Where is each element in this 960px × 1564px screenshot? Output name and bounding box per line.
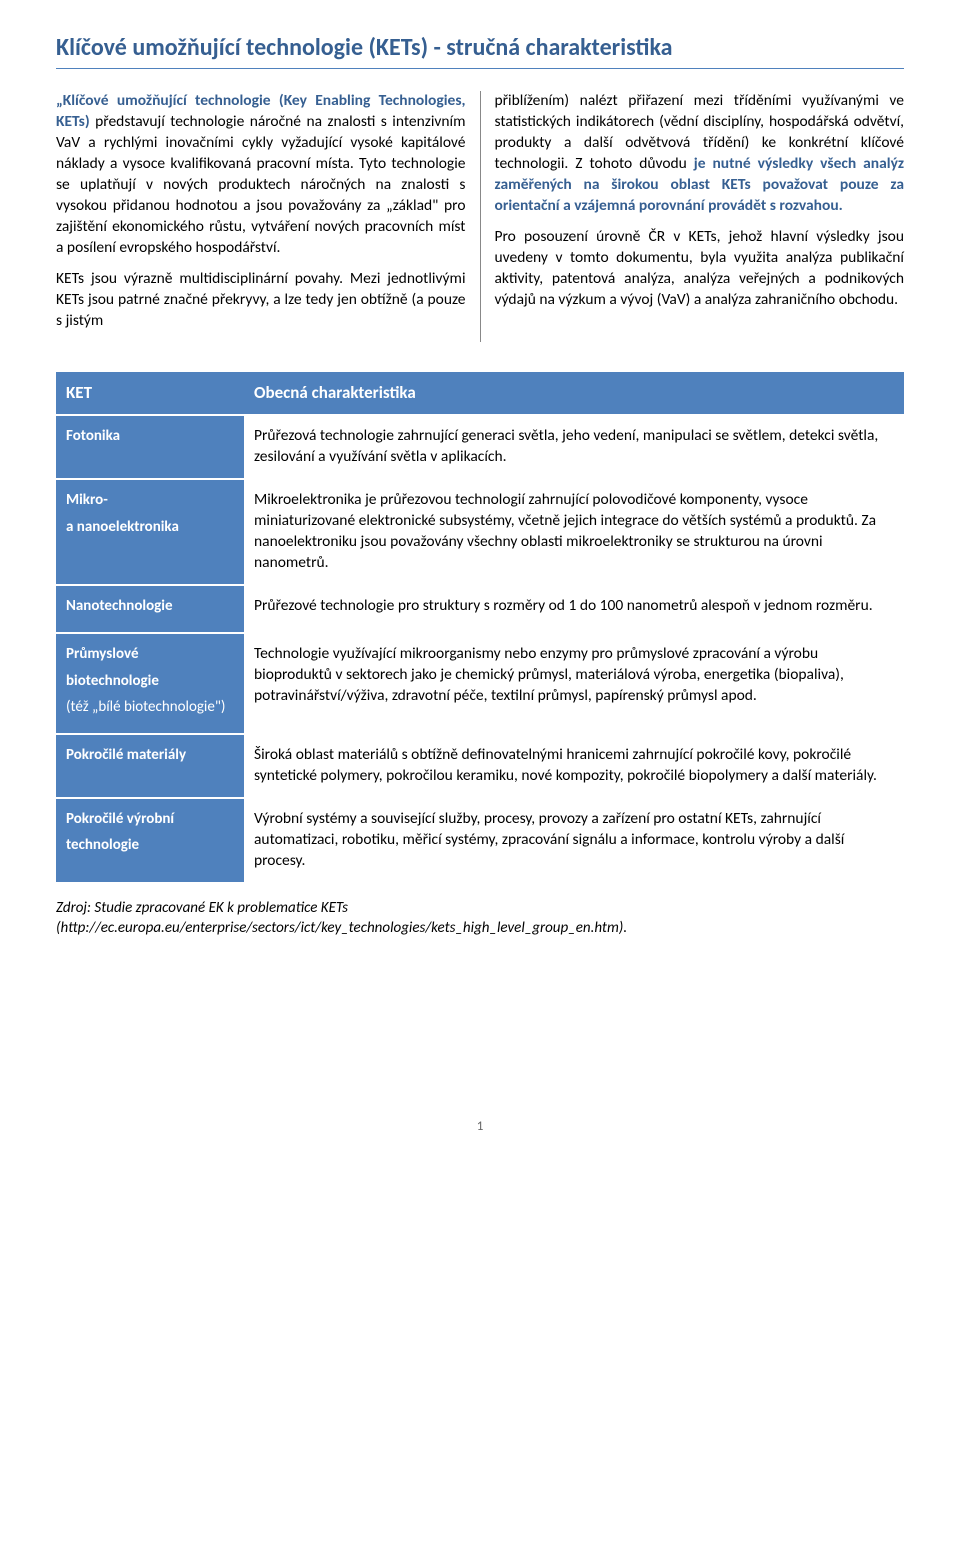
- header-ket: KET: [56, 372, 244, 416]
- label-line: biotechnologie: [66, 671, 234, 691]
- label-line: Fotonika: [66, 426, 234, 446]
- kets-table: KET Obecná charakteristika Fotonika Průře…: [56, 372, 904, 884]
- row-label: Fotonika: [56, 415, 244, 479]
- row-label: Pokročilé materiály: [56, 734, 244, 798]
- label-line: Nanotechnologie: [66, 596, 234, 616]
- row-label: Průmyslové biotechnologie (též „bílé biote…: [56, 633, 244, 734]
- row-description: Technologie využívající mikroorganismy n…: [244, 633, 904, 734]
- label-line: Mikro-: [66, 490, 234, 510]
- table-row: Fotonika Průřezová technologie zahrnující…: [56, 415, 904, 479]
- label-line: technologie: [66, 835, 234, 855]
- source-citation: Zdroj: Studie zpracované EK k problemati…: [56, 898, 904, 939]
- table-row: Průmyslové biotechnologie (též „bílé biote…: [56, 633, 904, 734]
- row-description: Výrobní systémy a související služby, pr…: [244, 798, 904, 883]
- row-description: Mikroelektronika je průřezovou technolog…: [244, 479, 904, 585]
- row-description: Průřezová technologie zahrnující generac…: [244, 415, 904, 479]
- page-number: 1: [56, 1118, 904, 1136]
- paragraph: „Klíčové umožňující technologie (Key Ena…: [56, 91, 466, 258]
- label-line: Průmyslové: [66, 644, 234, 664]
- label-line: Pokročilé výrobní: [66, 809, 234, 829]
- row-description: Průřezové technologie pro struktury s ro…: [244, 585, 904, 633]
- source-line: (http://ec.europa.eu/enterprise/sectors/…: [56, 918, 904, 938]
- table-row: Nanotechnologie Průřezové technologie pro…: [56, 585, 904, 633]
- column-right: přiblížením) nalézt přiřazení mezi třídě…: [481, 91, 905, 341]
- row-label: Nanotechnologie: [56, 585, 244, 633]
- table-row: Pokročilé výrobní technologie Výrobní syst…: [56, 798, 904, 883]
- label-line: a nanoelektronika: [66, 517, 234, 537]
- two-column-body: „Klíčové umožňující technologie (Key Ena…: [56, 91, 904, 341]
- paragraph: Pro posouzení úrovně ČR v KETs, jehož hl…: [495, 227, 905, 311]
- source-line: Zdroj: Studie zpracované EK k problemati…: [56, 898, 904, 918]
- label-line: Pokročilé materiály: [66, 745, 234, 765]
- table-row: Mikro-a nanoelektronikaMikroelektronika …: [56, 479, 904, 585]
- page-title: Klíčové umožňující technologie (KETs) - …: [56, 32, 904, 69]
- paragraph: KETs jsou výrazně multidisciplinární pov…: [56, 269, 466, 332]
- text: představují technologie náročné na znalo…: [56, 112, 466, 257]
- row-label: Mikro-a nanoelektronika: [56, 479, 244, 585]
- row-description: Široká oblast materiálů s obtížně defino…: [244, 734, 904, 798]
- label-subtext: (též „bílé biotechnologie"): [66, 697, 234, 717]
- table-header-row: KET Obecná charakteristika: [56, 372, 904, 416]
- paragraph: přiblížením) nalézt přiřazení mezi třídě…: [495, 91, 905, 217]
- header-desc: Obecná charakteristika: [244, 372, 904, 416]
- column-left: „Klíčové umožňující technologie (Key Ena…: [56, 91, 481, 341]
- table-row: Pokročilé materiály Široká oblast materiá…: [56, 734, 904, 798]
- row-label: Pokročilé výrobní technologie: [56, 798, 244, 883]
